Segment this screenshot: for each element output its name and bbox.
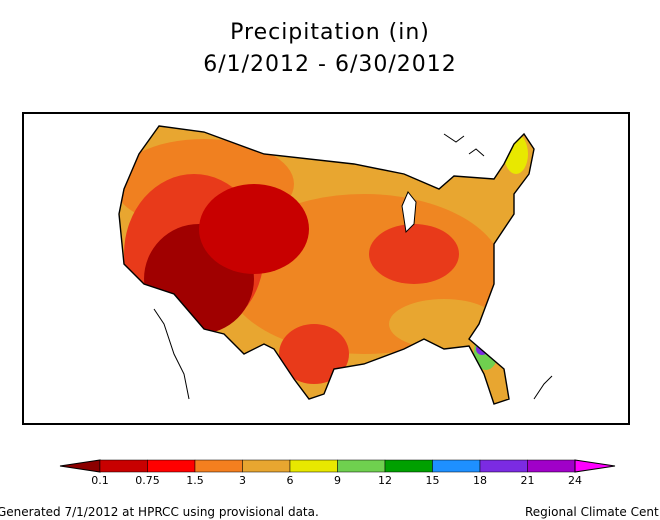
legend-swatch [337,459,386,473]
region-new-england [504,134,528,174]
precipitation-fill [119,126,534,404]
region-texas [279,324,349,384]
legend-tick-label: 21 [520,474,535,487]
legend-swatch [99,459,148,473]
legend-swatch [527,459,576,473]
legend-tick-label: 3 [239,474,246,487]
map-title: Precipitation (in) [230,20,430,45]
legend-tick-label: 9 [334,474,341,487]
legend-swatch [147,459,196,473]
legend-tick-label: 15 [425,474,440,487]
legend-swatch [384,459,433,473]
lake-michigan [401,191,417,234]
legend-tick-label: 0.75 [135,474,160,487]
legend-swatch [194,459,243,473]
footer-generated-note: Generated 7/1/2012 at HPRCC using provis… [0,505,319,519]
region-midwest [369,224,459,284]
legend-swatch [289,459,338,473]
map-frame [22,112,630,425]
legend-high-arrow [574,459,616,473]
date-range: 6/1/2012 - 6/30/2012 [203,52,457,77]
legend-swatch [479,459,528,473]
legend-tick-label: 1.5 [186,474,204,487]
legend-tick-label: 0.1 [91,474,109,487]
legend-tick-label: 18 [473,474,487,487]
legend-tick-label: 24 [568,474,582,487]
legend-colorbar [59,459,616,473]
precipitation-map [118,125,553,405]
region-southeast [389,299,499,349]
coastline-fragments [153,133,553,400]
legend-tick-label: 6 [286,474,294,487]
region-rockies [199,184,309,274]
legend-tick-label: 12 [378,474,392,487]
legend-swatch [242,459,291,473]
legend-swatch [432,459,481,473]
legend-low-arrow [59,459,101,473]
footer-credit: Regional Climate Cent [525,505,659,519]
